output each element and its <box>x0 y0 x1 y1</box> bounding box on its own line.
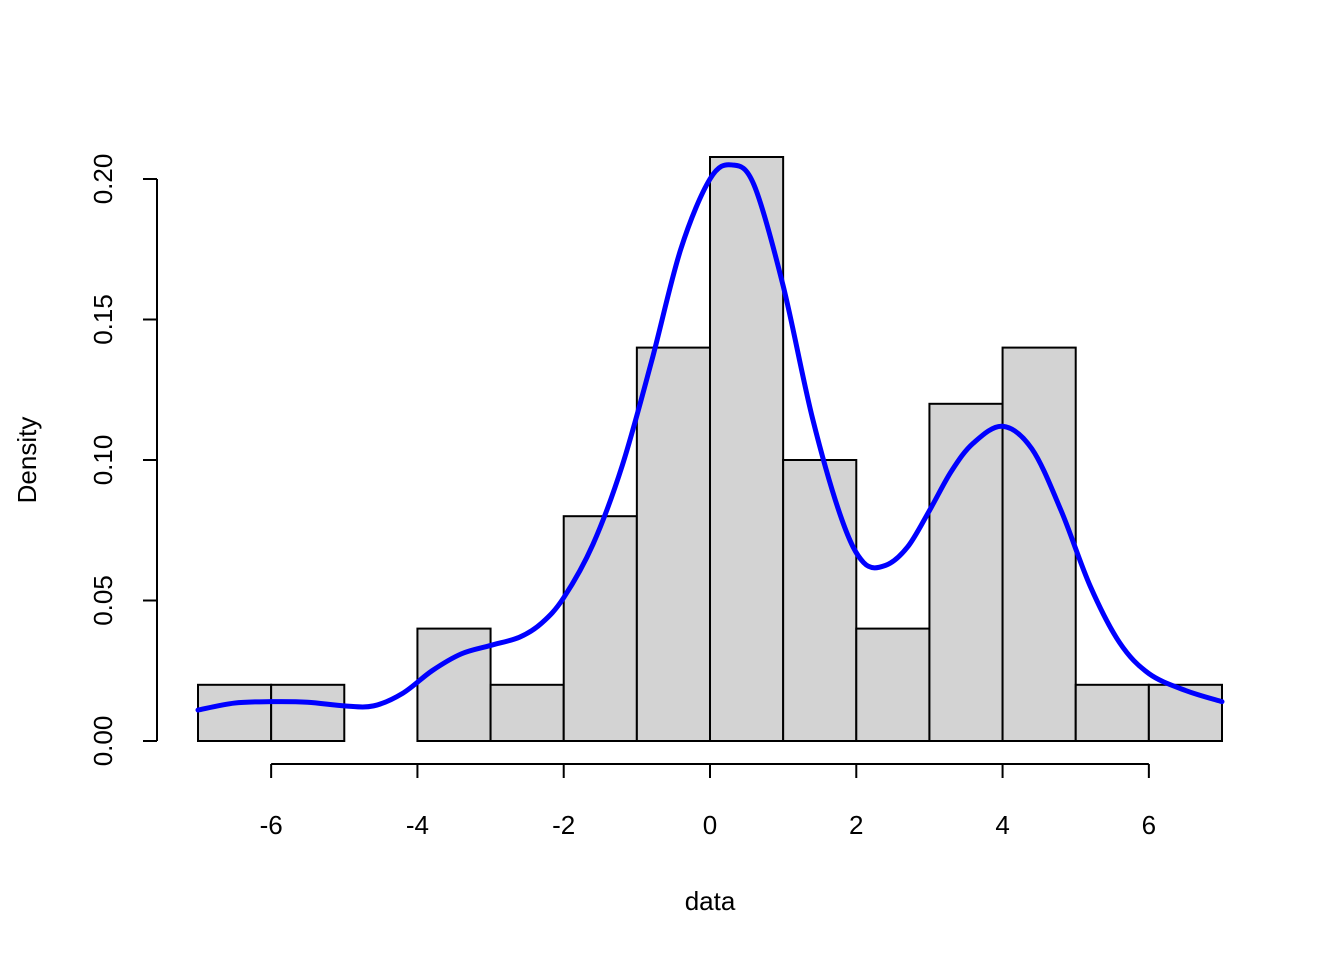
histogram-bar <box>1001 346 1077 742</box>
histogram-bar <box>709 156 785 742</box>
y-tick-label: 0.20 <box>88 154 118 205</box>
histogram-bar <box>416 627 492 742</box>
density-curve <box>195 162 1225 713</box>
x-axis: -6 -4 -2 0 2 4 6 <box>260 763 1156 840</box>
histogram-bar <box>562 515 638 743</box>
x-tick-label: -4 <box>406 810 429 840</box>
histogram-bar <box>270 683 346 742</box>
y-tick-label: 0.00 <box>88 716 118 767</box>
histogram-bars <box>197 156 1224 743</box>
histogram-bar <box>489 683 565 742</box>
x-tick-label: 0 <box>703 810 717 840</box>
histogram-bar <box>197 683 273 742</box>
x-tick-label: -6 <box>260 810 283 840</box>
x-tick-label: 6 <box>1142 810 1156 840</box>
histogram-bar <box>782 459 858 742</box>
histogram-bar <box>855 627 931 742</box>
x-axis-title: data <box>685 886 736 916</box>
density-curve-layer <box>195 162 1225 713</box>
y-axis: 0.00 0.05 0.10 0.15 0.20 <box>88 154 158 767</box>
histogram-bar <box>928 402 1004 742</box>
y-tick-label: 0.10 <box>88 435 118 486</box>
histogram-bar <box>1074 683 1150 742</box>
histogram-bar <box>635 346 711 742</box>
x-tick-label: 4 <box>995 810 1009 840</box>
x-tick-label: -2 <box>552 810 575 840</box>
y-tick-label: 0.05 <box>88 575 118 626</box>
y-tick-label: 0.15 <box>88 294 118 345</box>
x-tick-label: 2 <box>849 810 863 840</box>
y-axis-title: Density <box>12 417 42 504</box>
histogram-bar <box>1147 683 1224 742</box>
